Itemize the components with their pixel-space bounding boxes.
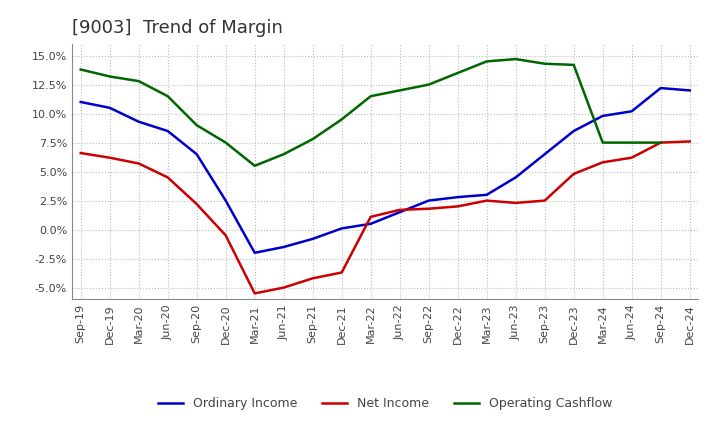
Ordinary Income [279, 244, 288, 249]
Net Income [308, 276, 317, 281]
Ordinary Income [221, 198, 230, 203]
Ordinary Income [338, 226, 346, 231]
Operating Cashflow [105, 74, 114, 79]
Operating Cashflow [395, 88, 404, 93]
Ordinary Income [424, 198, 433, 203]
Net Income [511, 200, 520, 205]
Legend: Ordinary Income, Net Income, Operating Cashflow: Ordinary Income, Net Income, Operating C… [153, 392, 618, 415]
Ordinary Income [395, 209, 404, 215]
Net Income [221, 233, 230, 238]
Net Income [454, 204, 462, 209]
Ordinary Income [657, 85, 665, 91]
Operating Cashflow [627, 140, 636, 145]
Net Income [105, 155, 114, 160]
Net Income [627, 155, 636, 160]
Net Income [251, 291, 259, 296]
Ordinary Income [454, 194, 462, 200]
Operating Cashflow [221, 140, 230, 145]
Net Income [570, 171, 578, 176]
Net Income [135, 161, 143, 166]
Operating Cashflow [192, 123, 201, 128]
Operating Cashflow [454, 70, 462, 76]
Net Income [338, 270, 346, 275]
Operating Cashflow [279, 151, 288, 157]
Ordinary Income [627, 109, 636, 114]
Operating Cashflow [511, 56, 520, 62]
Ordinary Income [366, 221, 375, 227]
Ordinary Income [482, 192, 491, 198]
Text: [9003]  Trend of Margin: [9003] Trend of Margin [72, 19, 283, 37]
Ordinary Income [570, 128, 578, 134]
Net Income [482, 198, 491, 203]
Ordinary Income [541, 151, 549, 157]
Net Income [76, 150, 85, 156]
Operating Cashflow [424, 82, 433, 87]
Net Income [192, 202, 201, 207]
Line: Operating Cashflow: Operating Cashflow [81, 59, 661, 166]
Operating Cashflow [541, 61, 549, 66]
Operating Cashflow [366, 94, 375, 99]
Operating Cashflow [570, 62, 578, 67]
Operating Cashflow [251, 163, 259, 169]
Net Income [366, 214, 375, 220]
Ordinary Income [192, 151, 201, 157]
Net Income [657, 140, 665, 145]
Net Income [541, 198, 549, 203]
Net Income [279, 285, 288, 290]
Net Income [163, 175, 172, 180]
Operating Cashflow [308, 136, 317, 142]
Line: Net Income: Net Income [81, 141, 690, 293]
Ordinary Income [135, 119, 143, 125]
Net Income [395, 207, 404, 213]
Operating Cashflow [163, 94, 172, 99]
Operating Cashflow [482, 59, 491, 64]
Net Income [424, 206, 433, 211]
Ordinary Income [76, 99, 85, 105]
Net Income [598, 160, 607, 165]
Operating Cashflow [135, 78, 143, 84]
Operating Cashflow [76, 67, 85, 72]
Ordinary Income [511, 175, 520, 180]
Operating Cashflow [598, 140, 607, 145]
Operating Cashflow [657, 140, 665, 145]
Ordinary Income [685, 88, 694, 93]
Net Income [685, 139, 694, 144]
Ordinary Income [598, 113, 607, 118]
Ordinary Income [163, 128, 172, 134]
Operating Cashflow [338, 117, 346, 122]
Ordinary Income [251, 250, 259, 256]
Ordinary Income [308, 236, 317, 242]
Ordinary Income [105, 105, 114, 110]
Line: Ordinary Income: Ordinary Income [81, 88, 690, 253]
